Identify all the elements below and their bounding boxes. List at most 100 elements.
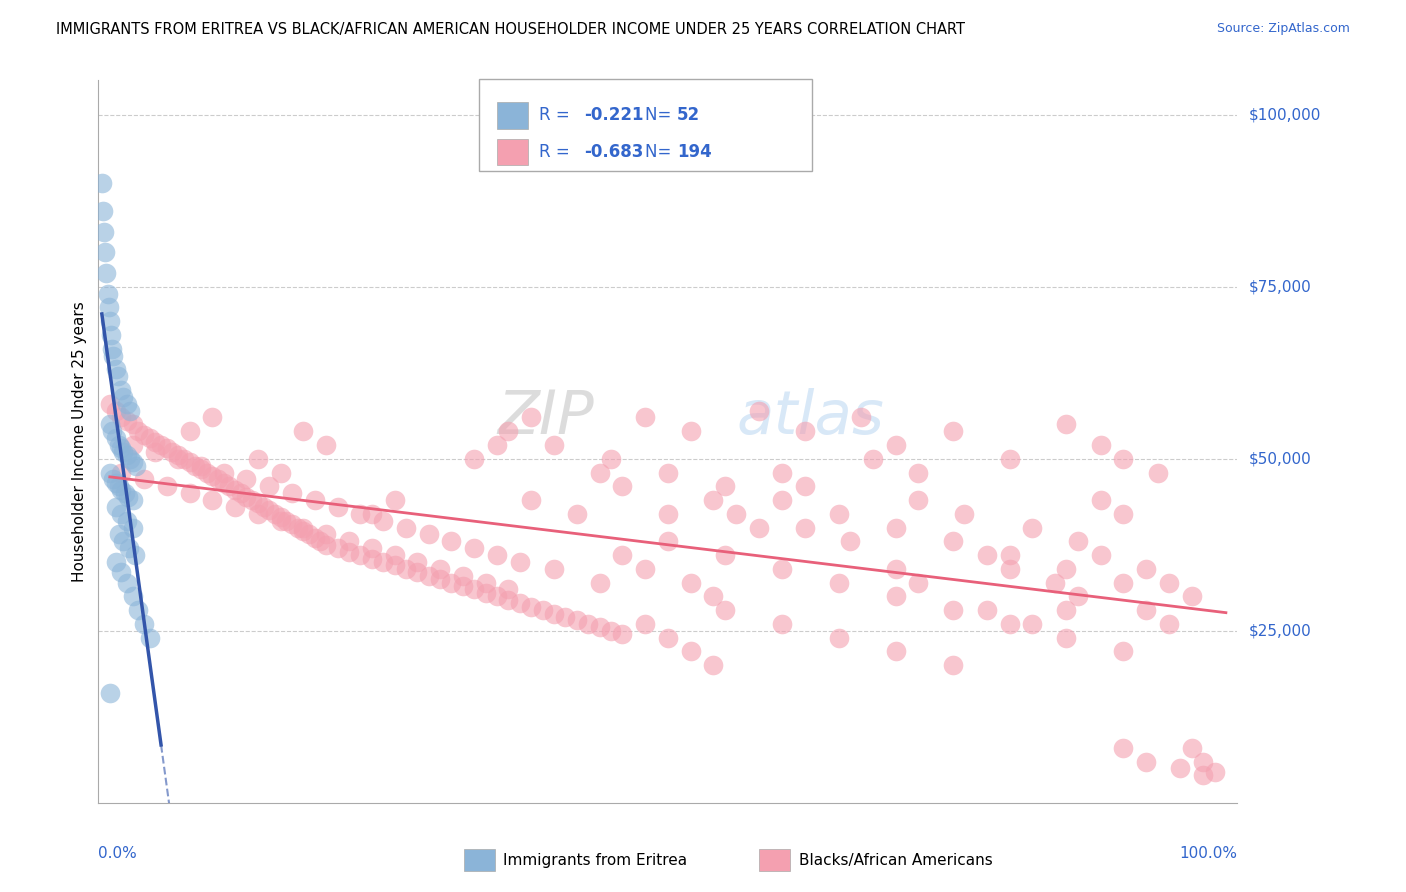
Point xyxy=(702,590,724,604)
Point xyxy=(145,445,167,459)
Point xyxy=(657,631,679,645)
Point xyxy=(907,575,929,590)
Point xyxy=(167,451,190,466)
Point xyxy=(543,607,565,621)
Point xyxy=(942,534,965,549)
Point xyxy=(235,472,257,486)
Point xyxy=(1090,438,1112,452)
Point xyxy=(942,658,965,673)
Point xyxy=(702,493,724,508)
Point xyxy=(98,417,121,432)
Point xyxy=(298,527,321,541)
Point xyxy=(748,403,770,417)
Point xyxy=(132,472,155,486)
Point xyxy=(120,451,142,466)
Point xyxy=(679,575,702,590)
Point xyxy=(1204,764,1226,779)
Point xyxy=(360,507,382,521)
Point xyxy=(612,627,634,641)
Point xyxy=(94,245,117,260)
Point xyxy=(884,590,907,604)
Point xyxy=(1135,755,1157,769)
Point xyxy=(212,475,235,490)
Point xyxy=(1192,755,1215,769)
Point xyxy=(270,510,292,524)
Point xyxy=(1112,644,1135,658)
Text: IMMIGRANTS FROM ERITREA VS BLACK/AFRICAN AMERICAN HOUSEHOLDER INCOME UNDER 25 YE: IMMIGRANTS FROM ERITREA VS BLACK/AFRICAN… xyxy=(56,22,966,37)
Text: Blacks/African Americans: Blacks/African Americans xyxy=(799,854,993,868)
Point xyxy=(839,534,862,549)
Point xyxy=(98,314,121,328)
Point xyxy=(976,603,998,617)
Point xyxy=(634,562,657,576)
Point xyxy=(828,631,851,645)
Point xyxy=(828,507,851,521)
Point xyxy=(292,520,315,534)
Text: R =: R = xyxy=(538,106,575,125)
Point xyxy=(337,534,360,549)
Point xyxy=(520,599,543,614)
Point xyxy=(384,548,406,562)
Point xyxy=(942,424,965,438)
Point xyxy=(91,204,114,219)
Point xyxy=(679,644,702,658)
Point xyxy=(543,438,565,452)
Point xyxy=(104,362,127,376)
Point xyxy=(498,424,520,438)
Point xyxy=(1181,590,1204,604)
Point xyxy=(270,514,292,528)
Point xyxy=(406,566,429,580)
Point xyxy=(138,631,160,645)
Point xyxy=(634,410,657,425)
Point xyxy=(953,507,976,521)
Point xyxy=(509,555,531,569)
Point xyxy=(520,410,543,425)
Point xyxy=(110,483,132,497)
Point xyxy=(714,603,737,617)
Point xyxy=(657,534,679,549)
Point xyxy=(201,410,224,425)
Point xyxy=(657,466,679,480)
Point xyxy=(1056,603,1078,617)
Point xyxy=(418,568,440,582)
Point xyxy=(429,562,451,576)
Point xyxy=(463,451,485,466)
Point xyxy=(121,417,143,432)
Point xyxy=(259,479,281,493)
Point xyxy=(884,644,907,658)
Point xyxy=(115,575,138,590)
Point xyxy=(634,616,657,631)
Point xyxy=(463,541,485,556)
Point xyxy=(104,555,127,569)
Point xyxy=(120,403,142,417)
Point xyxy=(440,534,463,549)
Point xyxy=(418,527,440,541)
Point xyxy=(179,486,201,500)
Point xyxy=(115,514,138,528)
Point xyxy=(349,548,371,562)
Text: N=: N= xyxy=(644,106,676,125)
Point xyxy=(531,603,554,617)
Y-axis label: Householder Income Under 25 years: Householder Income Under 25 years xyxy=(72,301,87,582)
Text: 100.0%: 100.0% xyxy=(1180,847,1237,861)
Point xyxy=(406,555,429,569)
Point xyxy=(118,541,141,556)
Point xyxy=(96,286,118,301)
Point xyxy=(1112,575,1135,590)
Text: -0.683: -0.683 xyxy=(583,143,644,161)
Point xyxy=(748,520,770,534)
Point xyxy=(103,472,125,486)
Text: 52: 52 xyxy=(676,106,700,125)
Point xyxy=(1135,562,1157,576)
Text: $100,000: $100,000 xyxy=(1249,107,1320,122)
Text: Source: ZipAtlas.com: Source: ZipAtlas.com xyxy=(1216,22,1350,36)
Point xyxy=(657,507,679,521)
Point xyxy=(851,410,873,425)
Point xyxy=(1157,575,1180,590)
Point xyxy=(498,582,520,597)
Point xyxy=(451,579,474,593)
Point xyxy=(304,531,326,545)
Point xyxy=(108,527,131,541)
Point xyxy=(127,424,149,438)
Point xyxy=(349,507,371,521)
